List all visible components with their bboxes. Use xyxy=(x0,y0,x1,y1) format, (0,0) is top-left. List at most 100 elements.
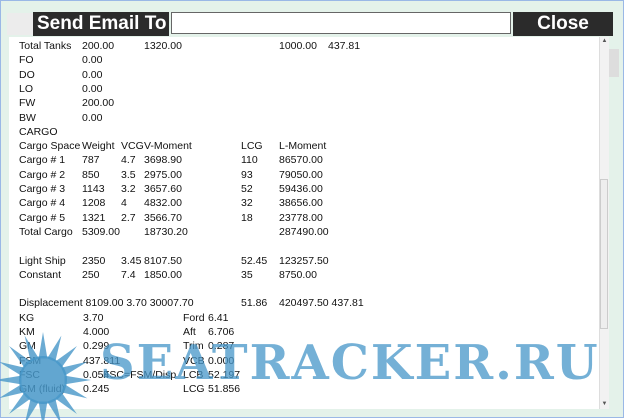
cell: 4 xyxy=(121,197,127,210)
vertical-scrollbar[interactable]: ▲ ▼ xyxy=(599,37,609,409)
cell: 110 xyxy=(241,154,258,167)
cell: 4832.00 xyxy=(144,197,182,210)
cell: Cargo # 5 xyxy=(19,211,66,224)
cell: 6.706 xyxy=(208,326,235,338)
cell: 850 xyxy=(82,168,100,181)
cell: 1208 xyxy=(82,197,106,210)
cell: V-Moment xyxy=(144,140,192,153)
cell: 18 xyxy=(241,211,253,224)
email-input[interactable] xyxy=(171,12,511,34)
cell: 0.000 xyxy=(208,354,235,367)
cell: 32 xyxy=(241,197,253,210)
cell: Total Cargo xyxy=(19,225,73,238)
cell: Aft xyxy=(183,326,196,338)
cell: 0.00 xyxy=(82,82,103,95)
cell: 1000.00 xyxy=(279,40,317,52)
cell: 287490.00 xyxy=(279,225,329,238)
cell: Cargo # 4 xyxy=(19,197,66,210)
scroll-up-icon[interactable]: ▲ xyxy=(601,38,608,44)
close-button[interactable]: Close xyxy=(513,12,613,36)
cell: 420497.50 437.81 xyxy=(279,297,364,310)
cell: 8750.00 xyxy=(279,268,317,281)
cell: FO xyxy=(19,54,34,67)
cell: 8107.50 xyxy=(144,254,182,267)
cell: VCG xyxy=(121,140,144,153)
cell: 3698.90 xyxy=(144,154,182,167)
cell: BW xyxy=(19,111,36,124)
cell: 0.287 xyxy=(208,340,235,353)
cell: 23778.00 xyxy=(279,211,323,224)
cell: 59436.00 xyxy=(279,183,323,195)
cell: 79050.00 xyxy=(279,168,323,181)
cell: 437.811 xyxy=(83,354,121,367)
send-email-button[interactable]: Send Email To xyxy=(33,12,169,36)
cell: Light Ship xyxy=(19,254,66,267)
cell: 3657.60 xyxy=(144,183,182,195)
cell: Cargo Space xyxy=(19,140,81,153)
cell: 1320.00 xyxy=(144,40,182,52)
cell: 200.00 xyxy=(82,40,115,52)
cell: 86570.00 xyxy=(279,154,323,167)
cell: Weight xyxy=(82,140,115,153)
cell: 1321 xyxy=(82,211,106,224)
header-spacer xyxy=(7,13,33,35)
cell: 52.197 xyxy=(208,368,241,381)
cell: VCB xyxy=(183,354,205,367)
cell: 200.00 xyxy=(82,97,115,110)
cell: 51.86 xyxy=(241,297,268,310)
cell: LCG xyxy=(241,140,263,153)
cell: 2.7 xyxy=(121,211,136,224)
cell: 0.245 xyxy=(83,383,110,396)
cell: GM (fluid) xyxy=(19,383,66,396)
cell: 5309.00 xyxy=(82,225,120,238)
cell: 1143 xyxy=(82,183,105,195)
cell: GM xyxy=(19,340,36,353)
cell: FSC xyxy=(19,368,40,381)
cell: 51.856 xyxy=(208,383,241,396)
cell: 93 xyxy=(241,168,253,181)
cell: FSC=FSM/Disp xyxy=(103,368,177,381)
scrollbar-thumb[interactable] xyxy=(600,179,608,329)
cell: KG xyxy=(19,311,35,324)
cell: Displacement 8109.00 3.70 30007.70 xyxy=(19,297,194,310)
cell: 0.00 xyxy=(82,54,103,67)
cell: 123257.50 xyxy=(279,254,329,267)
cell: 2350 xyxy=(82,254,106,267)
cell: 52 xyxy=(241,183,253,195)
cell: L-Moment xyxy=(279,140,327,153)
cell: 52.45 xyxy=(241,254,268,267)
cell: Constant xyxy=(19,268,62,281)
cell: LO xyxy=(19,82,34,95)
cell: 0.299 xyxy=(83,340,110,353)
cell: Trim xyxy=(183,340,204,353)
cell: 6.41 xyxy=(208,311,229,324)
cell: 4.000 xyxy=(83,326,110,338)
cell: Ford xyxy=(183,311,205,324)
cell: 3.5 xyxy=(121,168,136,181)
cell: 3.45 xyxy=(121,254,142,267)
cell: 1850.00 xyxy=(144,268,182,281)
cell: 2975.00 xyxy=(144,168,182,181)
cell: FW xyxy=(19,97,36,110)
cell: 437.81 xyxy=(328,40,361,52)
cell: LCG xyxy=(183,383,205,396)
cell: Cargo # 2 xyxy=(19,168,66,181)
cell: DO xyxy=(19,68,35,81)
cell: 3.2 xyxy=(121,183,136,195)
cell: 38656.00 xyxy=(279,197,323,210)
cell: LCB xyxy=(183,368,204,381)
cell: 787 xyxy=(82,154,100,167)
cell: 7.4 xyxy=(121,268,136,281)
cell: 250 xyxy=(82,268,100,281)
cell: 35 xyxy=(241,268,253,281)
scroll-down-icon[interactable]: ▼ xyxy=(601,401,608,407)
cell: KM xyxy=(19,326,35,338)
cell: Cargo # 1 xyxy=(19,154,66,167)
cell: Total Tanks xyxy=(19,40,72,52)
cell: 0.00 xyxy=(82,68,103,81)
cell: Cargo # 3 xyxy=(19,183,66,195)
cell: FSM xyxy=(19,354,42,367)
cell: 0.00 xyxy=(82,111,103,124)
report-content: Total Tanks 200.00 1320.00 1000.00 437.81 FO 0… xyxy=(9,37,599,409)
